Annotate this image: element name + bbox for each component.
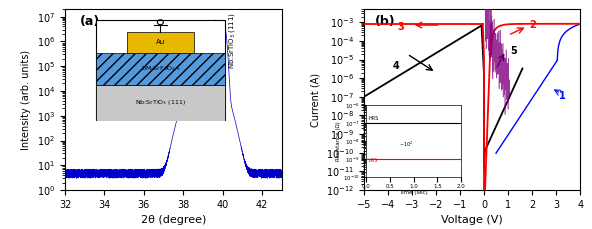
Text: 1: 1 [558,91,565,101]
Text: (b): (b) [375,15,395,27]
Text: 3: 3 [397,22,404,32]
Text: 2: 2 [530,20,536,30]
Text: Nb:SrTiO$_3$ (111): Nb:SrTiO$_3$ (111) [227,12,237,68]
Y-axis label: Intensity (arb. units): Intensity (arb. units) [21,49,31,150]
X-axis label: 2θ (degree): 2θ (degree) [141,215,206,225]
Text: 4: 4 [392,61,400,71]
Text: (a): (a) [81,15,101,27]
Y-axis label: Current (A): Current (A) [310,73,320,127]
Text: 5: 5 [510,46,517,56]
X-axis label: Voltage (V): Voltage (V) [441,215,503,225]
Text: SrFeO$_{2.5}$ (111): SrFeO$_{2.5}$ (111) [211,17,221,68]
